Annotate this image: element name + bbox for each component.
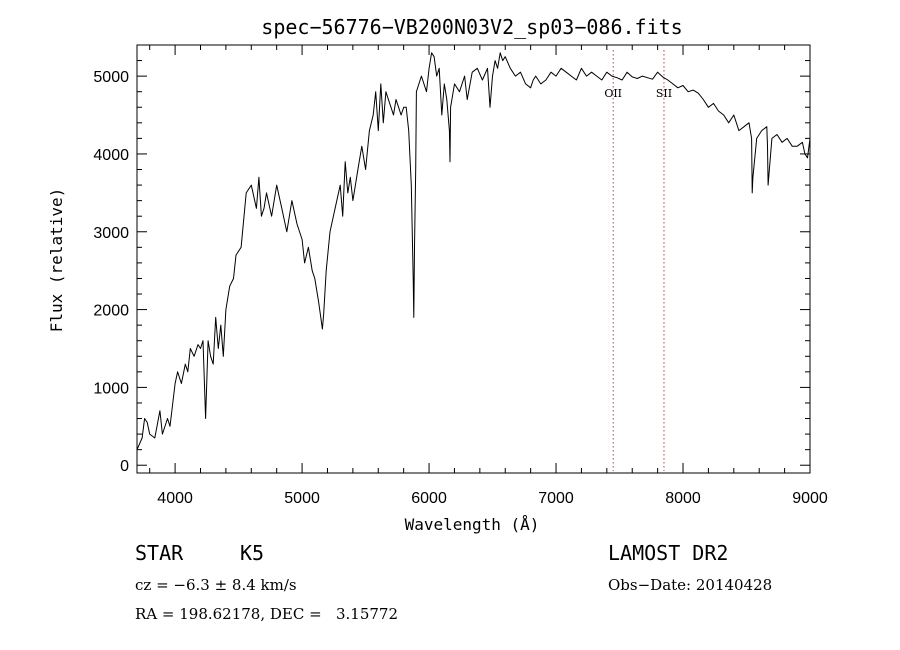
- x-tick-label: 9000: [792, 490, 828, 507]
- y-tick-label: 2000: [93, 303, 129, 320]
- y-tick-label: 4000: [93, 147, 129, 164]
- annotation-label: SII: [656, 87, 672, 100]
- x-tick-label: 7000: [538, 490, 574, 507]
- annotation-label: OII: [604, 87, 622, 100]
- y-tick-label: 1000: [93, 380, 129, 397]
- y-tick-label: 5000: [93, 69, 129, 86]
- x-axis: 4000 5000 6000 7000 8000 9000: [149, 45, 828, 507]
- x-tick-label: 6000: [411, 490, 447, 507]
- x-axis-label: Wavelength (Å): [405, 515, 540, 534]
- chart-title: spec−56776−VB200N03V2_sp03−086.fits: [261, 15, 682, 39]
- line-annotations: OII SII: [604, 50, 672, 471]
- series-layer: [136, 52, 811, 450]
- object-class-label: STAR: [135, 541, 184, 565]
- x-tick-label: 8000: [665, 490, 701, 507]
- x-tick-label: 4000: [157, 490, 193, 507]
- spectrum-line: [136, 52, 811, 450]
- y-axis: 0 1000 2000 3000 4000 5000: [93, 60, 810, 475]
- plot-frame: [136, 44, 811, 474]
- x-tick-label: 5000: [284, 490, 320, 507]
- coordinates-text: RA = 198.62178, DEC = 3.15772: [135, 605, 399, 623]
- y-tick-label: 0: [120, 458, 129, 475]
- redshift-text: cz = −6.3 ± 8.4 km/s: [135, 576, 297, 594]
- y-tick-label: 3000: [93, 225, 129, 242]
- object-subclass-label: K5: [240, 541, 265, 565]
- y-axis-label: Flux (relative): [47, 188, 66, 333]
- obs-date-text: Obs−Date: 20140428: [608, 576, 773, 594]
- survey-label: LAMOST DR2: [608, 541, 729, 565]
